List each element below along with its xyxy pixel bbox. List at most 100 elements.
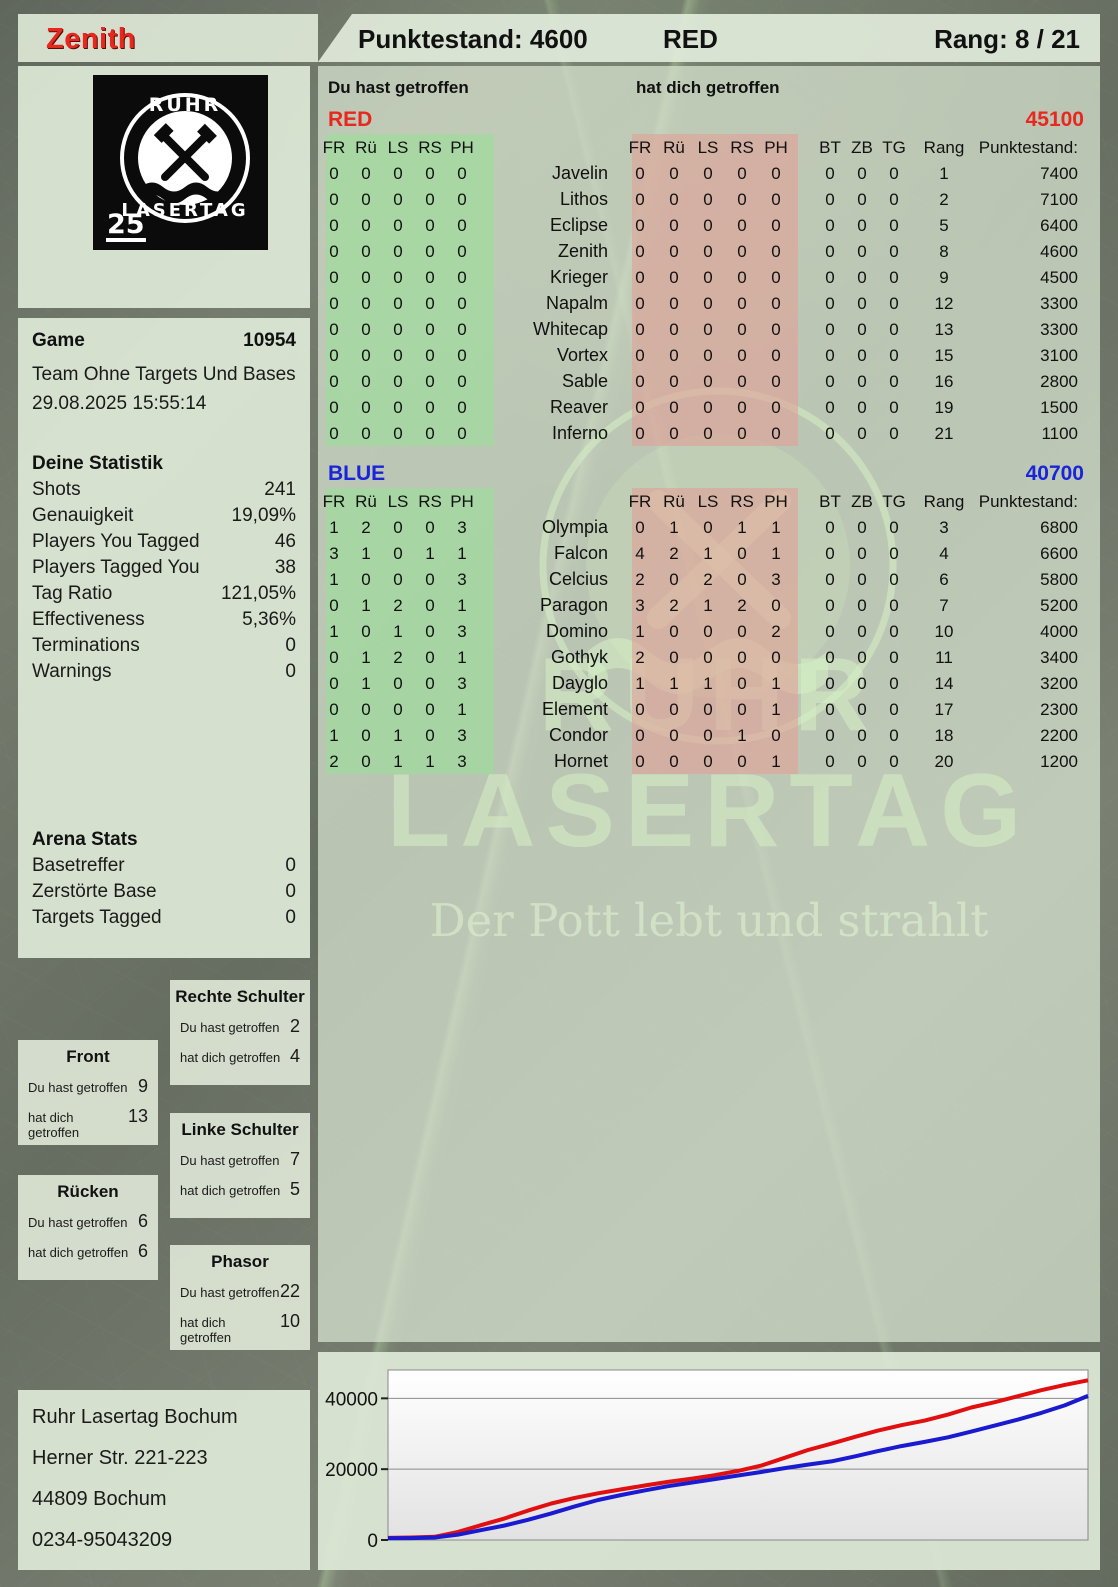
zone-got-row: hat dich getroffen 13 xyxy=(28,1106,148,1140)
player-row-name[interactable]: Olympia xyxy=(541,517,608,537)
player-row-name[interactable]: Inferno xyxy=(551,423,608,443)
left-hits-band xyxy=(326,134,494,446)
cell-rank: 5 xyxy=(939,216,949,235)
zone-got-row-label: hat dich getroffen xyxy=(180,1183,281,1198)
chart-ytick-label: 40000 xyxy=(325,1389,378,1410)
cell-left-hit: 0 xyxy=(457,190,467,209)
cell-left-hit: 0 xyxy=(457,164,467,183)
header-score: Punktestand: 4600 xyxy=(358,24,588,54)
cell-left-hit: 0 xyxy=(361,320,371,339)
zone-hit-row: Du hast getroffen 2 xyxy=(180,1016,300,1037)
game-id: 10954 xyxy=(243,330,296,351)
cell-right-hit: 0 xyxy=(669,164,679,183)
stat-label: Shots xyxy=(32,479,81,500)
cell-right-hit: 0 xyxy=(771,726,781,745)
cell-right-hit: 0 xyxy=(771,372,781,391)
cell-left-hit: 0 xyxy=(393,544,403,563)
cell-left-hit: 0 xyxy=(393,372,403,391)
header-bar: Zenith Punktestand: 4600 RED Rang: 8 / 2… xyxy=(18,14,1100,62)
cell-rank: 21 xyxy=(934,424,954,443)
cell-right-hit: 0 xyxy=(703,372,713,391)
player-row-name[interactable]: Celcius xyxy=(548,569,608,589)
cell-extra: 0 xyxy=(889,700,899,719)
player-row-name[interactable]: Gothyk xyxy=(550,647,608,667)
player-row-points: 4000 xyxy=(1040,622,1078,641)
player-row-name[interactable]: Napalm xyxy=(545,293,608,313)
cell-left-hit: 3 xyxy=(457,570,467,589)
player-row-name[interactable]: Hornet xyxy=(553,751,608,771)
cell-left-hit: 0 xyxy=(393,268,403,287)
cell-left-hit: 0 xyxy=(393,320,403,339)
cell-right-hit: 0 xyxy=(703,164,713,183)
zone-hit-row-label: Du hast getroffen xyxy=(28,1215,128,1230)
chart-svg: 0 20000 40000 xyxy=(325,1369,1089,1552)
stat-label: Warnings xyxy=(32,661,112,682)
cell-left-hit: 1 xyxy=(393,726,403,745)
cell-rank: 13 xyxy=(934,320,954,339)
player-row-name[interactable]: Domino xyxy=(545,621,608,641)
cell-extra: 0 xyxy=(825,372,835,391)
cell-extra: 0 xyxy=(889,372,899,391)
cell-extra: 0 xyxy=(825,164,835,183)
cell-left-hit: 3 xyxy=(457,674,467,693)
cell-left-hit: 0 xyxy=(457,346,467,365)
cell-left-hit: 0 xyxy=(361,242,371,261)
player-row-name[interactable]: Reaver xyxy=(549,397,608,417)
cell-extra: 0 xyxy=(889,424,899,443)
player-row-name[interactable]: Condor xyxy=(548,725,608,745)
cell-right-hit: 0 xyxy=(737,294,747,313)
col-header-left: LS xyxy=(387,138,409,157)
player-row-points: 5200 xyxy=(1040,596,1078,615)
cell-right-hit: 0 xyxy=(771,596,781,615)
cell-extra: 0 xyxy=(889,320,899,339)
player-row-points: 3300 xyxy=(1040,294,1078,313)
cell-left-hit: 1 xyxy=(457,648,467,667)
player-row-name[interactable]: Krieger xyxy=(549,267,608,287)
player-row-name[interactable]: Dayglo xyxy=(551,673,608,693)
cell-extra: 0 xyxy=(857,294,867,313)
player-row-name[interactable]: Falcon xyxy=(553,543,608,563)
zone-phasor: Phasor Du hast getroffen 22 hat dich getrof… xyxy=(170,1245,310,1350)
cell-left-hit: 0 xyxy=(457,216,467,235)
stat-row: Players You Tagged 46 xyxy=(32,531,296,553)
player-row-points: 3300 xyxy=(1040,320,1078,339)
zone-got-row-label: hat dich getroffen xyxy=(28,1245,129,1260)
cell-left-hit: 0 xyxy=(329,648,339,667)
player-row-name[interactable]: Vortex xyxy=(556,345,608,365)
cell-extra: 0 xyxy=(857,346,867,365)
stat-value: 19,09% xyxy=(231,505,296,526)
col-header-rank: Rang xyxy=(923,492,965,511)
stat-row: Terminations 0 xyxy=(32,635,296,657)
cell-extra: 0 xyxy=(889,570,899,589)
cell-right-hit: 0 xyxy=(635,346,645,365)
player-row-name[interactable]: Lithos xyxy=(559,189,608,209)
cell-left-hit: 0 xyxy=(393,518,403,537)
arena-stat-label: Targets Tagged xyxy=(32,907,162,928)
player-row-name[interactable]: Eclipse xyxy=(549,215,608,235)
cell-rank: 14 xyxy=(934,674,954,693)
player-row-name[interactable]: Javelin xyxy=(551,163,608,183)
zone-hit-row: Du hast getroffen 22 xyxy=(180,1281,300,1302)
col-header-left: FR xyxy=(322,138,346,157)
chart-ytick-label: 0 xyxy=(367,1531,378,1552)
stat-label: Genauigkeit xyxy=(32,505,134,526)
player-row-name[interactable]: Element xyxy=(541,699,608,719)
cell-left-hit: 1 xyxy=(329,622,339,641)
player-row-name[interactable]: Zenith xyxy=(557,241,608,261)
right-section-title: hat dich getroffen xyxy=(636,78,780,97)
col-header-right: LS xyxy=(697,138,719,157)
player-row-name[interactable]: Sable xyxy=(561,371,608,391)
player-row-name[interactable]: Whitecap xyxy=(532,319,608,339)
cell-right-hit: 0 xyxy=(703,346,713,365)
address-line: 44809 Bochum xyxy=(32,1488,167,1510)
cell-left-hit: 0 xyxy=(361,622,371,641)
cell-left-hit: 0 xyxy=(361,190,371,209)
cell-left-hit: 2 xyxy=(361,518,371,537)
cell-left-hit: 1 xyxy=(361,596,371,615)
game-datetime: 29.08.2025 15:55:14 xyxy=(32,393,207,414)
col-header-extra: BT xyxy=(819,138,841,157)
player-row-points: 5800 xyxy=(1040,570,1078,589)
player-row-name[interactable]: Paragon xyxy=(539,595,608,615)
team-total-score: 45100 xyxy=(1025,108,1084,131)
col-header-left: LS xyxy=(387,492,409,511)
